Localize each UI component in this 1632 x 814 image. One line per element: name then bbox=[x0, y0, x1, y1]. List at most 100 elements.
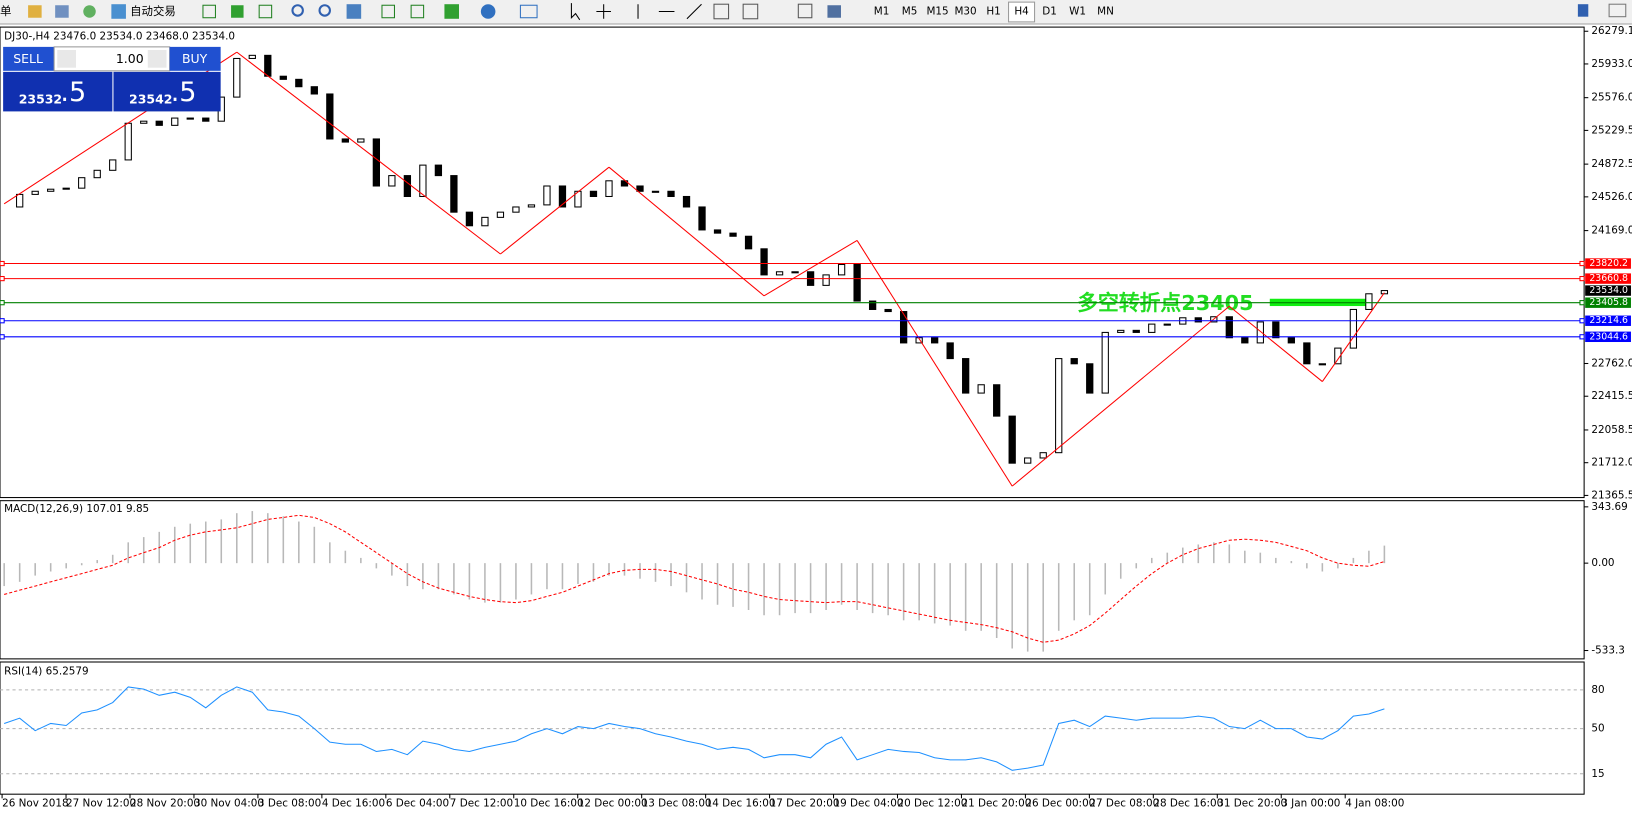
y-tick-label: 25933.0 bbox=[1591, 58, 1632, 70]
level-handle bbox=[1579, 275, 1585, 282]
toolbar-icon[interactable] bbox=[381, 4, 395, 19]
auto-trading-button[interactable]: 自动交易 bbox=[130, 4, 176, 18]
ask-main[interactable]: 23542 bbox=[129, 91, 172, 106]
candle bbox=[1334, 347, 1342, 365]
candle bbox=[977, 384, 985, 394]
line-tools[interactable] bbox=[637, 3, 702, 20]
sell-label[interactable]: SELL bbox=[13, 51, 43, 66]
indicators-icon[interactable] bbox=[444, 4, 459, 19]
candle bbox=[1287, 337, 1295, 344]
candle bbox=[931, 337, 939, 344]
text-label-icon[interactable] bbox=[797, 3, 813, 19]
toolbar-icon[interactable] bbox=[258, 4, 273, 19]
candle bbox=[744, 235, 753, 250]
x-tick-label: 20 Dec 12:00 bbox=[897, 798, 967, 810]
level-label-box bbox=[1585, 273, 1631, 284]
timeframe-button[interactable]: H1 bbox=[986, 5, 1000, 17]
zoom-in-icon[interactable] bbox=[291, 4, 304, 17]
channel-icon[interactable] bbox=[713, 3, 730, 20]
candle bbox=[605, 180, 613, 198]
buy-button[interactable] bbox=[169, 46, 221, 71]
bid-box[interactable] bbox=[3, 71, 113, 112]
buy-label[interactable]: BUY bbox=[182, 51, 208, 66]
candle bbox=[1039, 452, 1047, 459]
chat-icon[interactable] bbox=[1608, 3, 1627, 18]
toolbar-icon[interactable] bbox=[202, 4, 216, 19]
zigzag-segment bbox=[608, 166, 765, 297]
candle bbox=[78, 177, 86, 189]
fibo-icon[interactable] bbox=[742, 3, 759, 20]
chart-header: DJ30-,H4 23476.0 23534.0 23468.0 23534.0 bbox=[4, 30, 235, 42]
candle bbox=[915, 337, 923, 344]
active-timeframe-box bbox=[1008, 1, 1036, 23]
candle bbox=[186, 117, 194, 120]
x-tick-label: 14 Dec 16:00 bbox=[706, 798, 776, 810]
zigzag-segment bbox=[763, 239, 858, 297]
level-label-box bbox=[1585, 258, 1631, 269]
arrows-icon[interactable] bbox=[827, 5, 841, 18]
candle bbox=[589, 190, 598, 198]
search-icon[interactable] bbox=[1577, 4, 1589, 17]
x-tick-label: 28 Dec 16:00 bbox=[1153, 798, 1223, 810]
sell-button[interactable] bbox=[3, 46, 55, 71]
periods-icon[interactable] bbox=[480, 4, 496, 19]
timeframe-button[interactable]: H4 bbox=[1014, 5, 1029, 17]
rsi-pane bbox=[0, 661, 1585, 795]
candle bbox=[1272, 321, 1280, 339]
candle bbox=[1024, 457, 1032, 464]
lot-value[interactable]: 1.00 bbox=[116, 51, 144, 66]
rsi-line bbox=[3, 686, 1385, 771]
auto-trading-icon[interactable] bbox=[111, 4, 126, 19]
bid-main[interactable]: 23532 bbox=[19, 91, 62, 106]
new-order-button[interactable]: 单 bbox=[0, 4, 11, 18]
x-tick-label: 30 Nov 04:00 bbox=[194, 798, 264, 810]
bid-pips[interactable]: .5 bbox=[60, 77, 86, 108]
timeframe-button[interactable]: M15 bbox=[926, 5, 948, 17]
level-handle bbox=[0, 318, 5, 324]
timeframe-button[interactable]: D1 bbox=[1042, 5, 1057, 17]
candle bbox=[993, 384, 1001, 417]
y-tick-label: 50 bbox=[1591, 723, 1604, 735]
timeframe-button[interactable]: M5 bbox=[902, 5, 918, 17]
y-tick-label: 0.00 bbox=[1591, 557, 1614, 569]
toolbar-icon[interactable] bbox=[83, 5, 96, 18]
candle bbox=[31, 190, 39, 195]
lot-up[interactable] bbox=[147, 50, 167, 68]
candle bbox=[233, 57, 241, 98]
x-tick-label: 3 Jan 00:00 bbox=[1281, 798, 1340, 810]
candle bbox=[853, 263, 861, 302]
candle bbox=[1148, 323, 1156, 333]
level-label: 23820.2 bbox=[1589, 258, 1628, 269]
timeframe-button[interactable]: W1 bbox=[1069, 5, 1086, 17]
candle bbox=[667, 190, 675, 198]
candle bbox=[713, 229, 722, 234]
ask-pips[interactable]: .5 bbox=[171, 77, 197, 108]
candle bbox=[202, 117, 210, 122]
x-tick-label: 27 Nov 12:00 bbox=[66, 798, 136, 810]
x-tick-label: 4 Dec 16:00 bbox=[322, 798, 385, 810]
candle bbox=[1163, 323, 1171, 326]
x-tick-label: 13 Dec 08:00 bbox=[642, 798, 712, 810]
candle bbox=[434, 164, 443, 177]
toolbar-icon[interactable] bbox=[410, 4, 425, 19]
crosshair-icon[interactable] bbox=[596, 4, 611, 19]
toolbar-icon[interactable] bbox=[346, 4, 362, 19]
timeframe-button[interactable]: M30 bbox=[954, 5, 976, 17]
level-label-box bbox=[1585, 285, 1631, 296]
cursor-icon[interactable] bbox=[570, 3, 581, 21]
toolbar-icon[interactable] bbox=[231, 5, 244, 18]
timeframe-button[interactable]: M1 bbox=[874, 5, 890, 17]
timeframe-button[interactable]: MN bbox=[1097, 5, 1114, 17]
candle bbox=[1241, 337, 1249, 344]
toolbar-icon[interactable] bbox=[28, 5, 42, 18]
y-tick-label: 343.69 bbox=[1591, 501, 1627, 513]
lot-down[interactable] bbox=[57, 50, 76, 68]
candle bbox=[1194, 317, 1202, 323]
candle bbox=[651, 190, 660, 193]
zigzag-segment bbox=[236, 51, 501, 255]
ask-box[interactable] bbox=[113, 71, 221, 112]
zoom-out-icon[interactable] bbox=[318, 4, 331, 17]
toolbar-icon[interactable] bbox=[55, 5, 69, 18]
y-tick-label: -533.3 bbox=[1591, 645, 1625, 657]
templates-icon[interactable] bbox=[519, 4, 538, 19]
